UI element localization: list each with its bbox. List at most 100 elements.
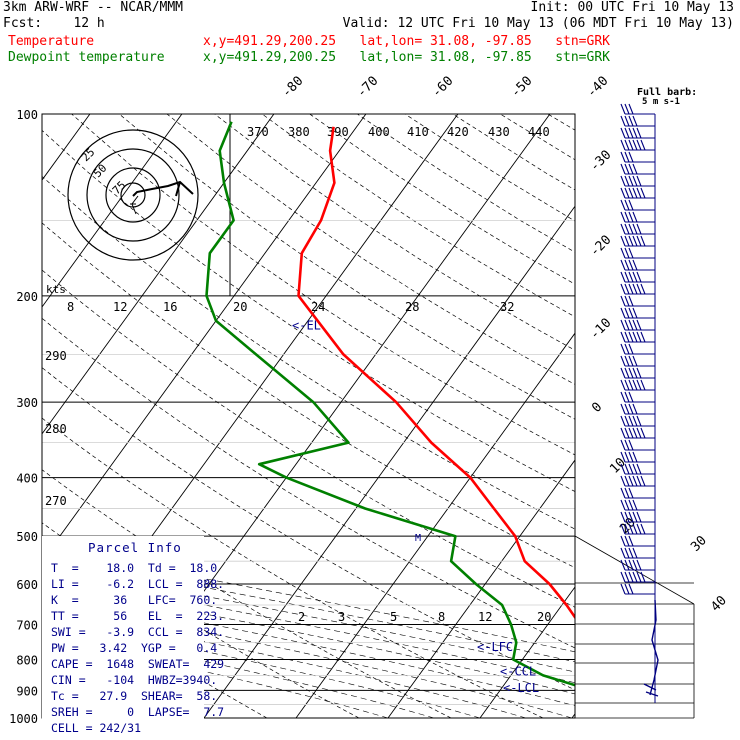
temperature-tick-label: 40 [708,593,730,615]
theta-label: 410 [407,125,429,139]
pressure-label: 200 [16,290,38,304]
mixing-ratio-label: 5 [390,610,397,624]
dry-adiabat [261,114,575,318]
mixing-ratio-label: 12 [113,300,127,314]
wind-barb [620,535,655,547]
wind-barb [620,559,655,571]
location-temp: x,y=491.29,200.25 lat,lon= 31.08, -97.85… [203,34,610,49]
theta-label: 400 [368,125,390,139]
wind-barb [620,415,655,427]
isotherm [42,114,367,562]
wind-barb [620,487,655,499]
temperature-tick-label: -80 [279,74,306,101]
wind-barb [620,439,655,451]
wind-barb [620,463,655,475]
wind-barb [620,163,655,175]
parcel-level-label: <-LFC [477,640,513,654]
temperature-tick-label: -10 [587,316,614,343]
wind-barb [620,571,655,583]
low-theta-label: 270 [45,494,67,508]
hodograph-trace [132,180,194,197]
wind-barb [620,127,655,139]
hodograph-units: kts [46,283,66,296]
dry-adiabat [357,114,575,253]
parcel-row: CIN = -104 HWBZ=3940. [51,673,218,687]
mixing-ratio-label: 8 [67,300,74,314]
mixing-ratio-label: 16 [163,300,177,314]
isotherm [203,205,575,718]
pressure-label: 500 [16,530,38,544]
isotherm [42,114,183,308]
wind-units-value: 5 m s-1 [642,97,680,107]
wind-barb [620,151,655,163]
isotherm [571,713,575,718]
temperature-profile [297,126,575,620]
temperature-tick-label: -70 [354,74,381,101]
parcel-level-label: <-CCL [500,664,536,678]
pressure-label: 100 [16,108,38,122]
wind-barb [620,403,655,415]
theta-label: 430 [488,125,510,139]
low-theta-label: 290 [45,349,67,363]
isotherm [479,586,575,718]
wind-barb [620,259,655,271]
wind-barb [620,475,655,487]
theta-label: 440 [528,125,550,139]
parcel-row: Tc = 27.9 SHEAR= 58. [51,689,218,703]
mixing-ratio-label: 8 [438,610,445,624]
theta-label: 380 [288,125,310,139]
hodograph-ring [105,167,161,223]
parcel-info-panel: Parcel Info T = 18.0 Td = 18.0 LI = -6.2… [42,536,224,735]
theta-label: 420 [447,125,469,139]
mixing-ratio-label: 2 [298,610,305,624]
mixing-ratio-label: 28 [405,300,419,314]
isotherm [295,332,575,718]
wind-barb [620,187,655,199]
parcel-row: SREH = 0 LAPSE= 7.7 [51,705,225,719]
theta-label: 370 [247,125,269,139]
wind-barb [620,451,655,463]
dry-adiabat [309,114,575,285]
parcel-row: LI = -6.2 LCL = 888. [51,577,225,591]
wind-barb [620,283,655,295]
parcel-row: K = 36 LFC= 760. [51,593,218,607]
wind-barb [620,343,655,355]
mixing-ratio-label: 20 [537,610,551,624]
location-dew: x,y=491.29,200.25 lat,lon= 31.08, -97.85… [203,50,610,65]
pressure-label: 800 [16,653,38,667]
hodograph-ring [67,129,199,261]
mixing-ratio-label: 3 [338,610,345,624]
mixing-ratio-label: 32 [500,300,514,314]
mixing-ratio-label: 20 [233,300,247,314]
marker-label: M [415,533,421,544]
wind-barb [620,331,655,343]
dry-adiabat [643,114,740,718]
pressure-label: 700 [16,618,38,632]
pressure-label: 900 [16,684,38,698]
dry-adiabat [452,114,575,191]
dry-adiabat [595,114,740,718]
dry-adiabat [500,114,575,161]
temperature-tick-label: -30 [587,148,614,175]
wind-barb [620,115,655,127]
dewpoint-profile [205,121,575,687]
mixing-ratio-label: 24 [311,300,325,314]
wind-barb [620,271,655,283]
isotherm [664,114,740,718]
forecast-hour: Fcst: 12 h [3,16,105,31]
dry-adiabat [214,114,575,351]
dewpoint-legend: Dewpoint temperature [8,50,165,65]
dry-adiabat [547,114,575,131]
init-time: Init: 00 UTC Fri 10 May 13 [530,0,735,15]
valid-time: Valid: 12 UTC Fri 10 May 13 (06 MDT Fri … [342,16,734,31]
temperature-tick-label: -50 [508,74,535,101]
low-level-barbs [643,599,659,697]
wind-barb [620,547,655,559]
low-theta-label: 280 [45,422,67,436]
parcel-row: TT = 56 EL = 223. [51,609,225,623]
hodograph-ring-label: 75 [110,179,129,198]
temperature-tick-label: 0 [589,400,605,416]
parcel-level-label: <-EL [292,318,321,332]
